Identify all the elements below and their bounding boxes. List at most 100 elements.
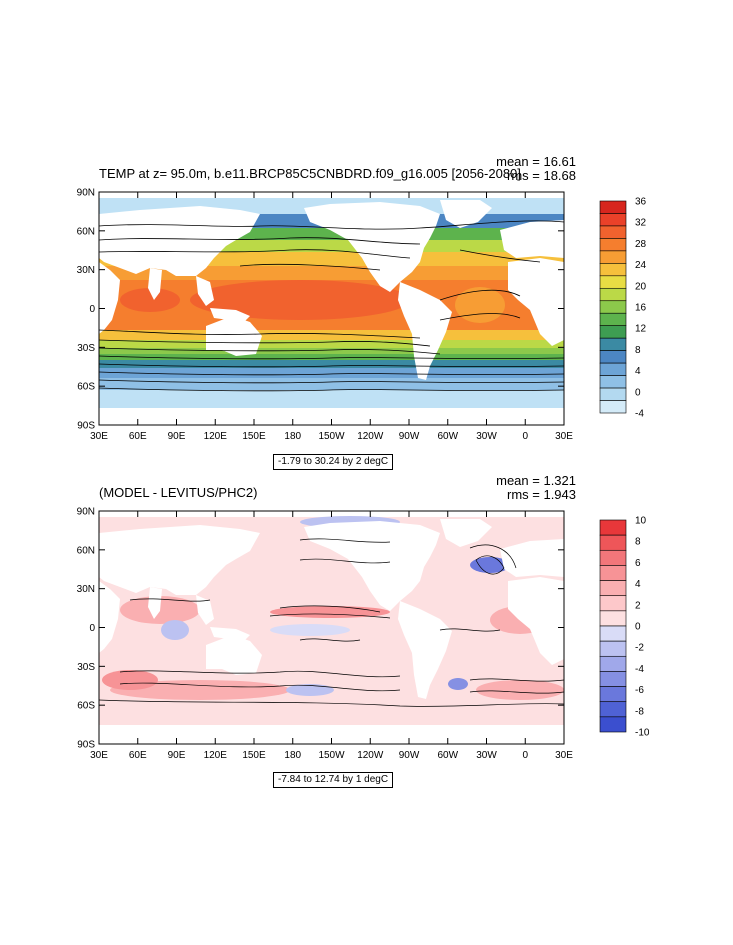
lat-tick-label: 30S	[77, 662, 95, 673]
lon-tick-label: 90W	[399, 431, 420, 442]
lon-tick-label: 30E	[555, 750, 573, 761]
lat-tick-label: 30S	[77, 343, 95, 354]
colorbar-label: 4	[635, 579, 641, 590]
lon-tick-label: 120E	[204, 750, 228, 761]
colorbar-label: 32	[635, 218, 647, 229]
colorbar-label: -2	[635, 643, 644, 654]
lat-tick-label: 60S	[77, 701, 95, 712]
lon-tick-label: 120E	[204, 431, 228, 442]
colorbar-swatch	[599, 610, 627, 627]
colorbar-swatch	[599, 686, 627, 703]
colorbar-swatch	[599, 640, 627, 657]
lon-tick-label: 120W	[357, 750, 384, 761]
colorbar-swatch	[599, 362, 627, 376]
colorbar-swatch	[599, 337, 627, 351]
colorbar-label: -4	[635, 664, 644, 675]
lon-tick-label: 150E	[242, 750, 266, 761]
colorbar-label: 12	[635, 324, 647, 335]
colorbar-label: 10	[635, 516, 647, 527]
lon-tick-label: 60E	[129, 431, 147, 442]
colorbar-swatch	[599, 387, 627, 401]
top-mean: mean = 16.61	[496, 154, 576, 169]
lon-tick-label: 0	[522, 431, 528, 442]
colorbar-label: 8	[635, 345, 641, 356]
colorbar-label: 20	[635, 281, 647, 292]
colorbar-label: 28	[635, 239, 647, 250]
lon-tick-label: 180	[284, 431, 301, 442]
lon-tick-label: 30W	[476, 431, 497, 442]
colorbar-swatch	[599, 400, 627, 414]
top-temperature-map	[99, 192, 564, 425]
colorbar-swatch	[599, 200, 627, 214]
diff-contour-lines	[99, 538, 564, 707]
bottom-map-title: (MODEL - LEVITUS/PHC2)	[99, 485, 258, 500]
lon-tick-label: 30W	[476, 750, 497, 761]
colorbar-swatch	[599, 325, 627, 339]
lon-tick-label: 0	[522, 750, 528, 761]
top-map-ticks: 30E 60E 90E 120E 150E 180 150W 120W 90W 60W 30W 0 30…	[77, 188, 574, 443]
lon-tick-label: 90E	[168, 431, 186, 442]
lon-tick-label: 30E	[90, 431, 108, 442]
lon-tick-label: 60W	[437, 750, 458, 761]
colorbar-label: 6	[635, 558, 641, 569]
colorbar-swatch	[599, 595, 627, 612]
colorbar-swatch	[599, 565, 627, 581]
colorbar-swatch	[599, 375, 627, 389]
colorbar-label: 36	[635, 197, 647, 208]
lon-tick-label: 60W	[437, 431, 458, 442]
bottom-difference-map	[99, 511, 564, 744]
lat-tick-label: 90N	[77, 507, 95, 518]
colorbar-swatch	[599, 701, 627, 718]
lon-tick-label: 180	[284, 750, 301, 761]
colorbar-swatch	[599, 238, 627, 252]
top-contour-note: -1.79 to 30.24 by 2 degC	[273, 454, 394, 470]
top-colorbar: 36 32 28 24 20 16 12 8 4 0 -4	[599, 197, 647, 420]
colorbar-swatch	[599, 263, 627, 277]
lat-tick-label: 60N	[77, 226, 95, 237]
colorbar-label: 8	[635, 537, 641, 548]
lon-tick-label: 150W	[318, 750, 345, 761]
lat-tick-label: 90S	[77, 740, 95, 751]
lat-tick-label: 90S	[77, 421, 95, 432]
colorbar-label: 2	[635, 600, 641, 611]
colorbar-swatch	[599, 671, 627, 687]
colorbar-swatch	[599, 716, 627, 733]
lon-tick-label: 120W	[357, 431, 384, 442]
colorbar-label: 0	[635, 622, 641, 633]
lat-tick-label: 0	[89, 623, 95, 634]
colorbar-swatch	[599, 225, 627, 239]
colorbar-label: -4	[635, 409, 644, 420]
colorbar-swatch	[599, 275, 627, 289]
colorbar-swatch	[599, 213, 627, 227]
top-map-title: TEMP at z= 95.0m, b.e11.BRCP85C5CNBDRD.f…	[99, 166, 521, 181]
colorbar-swatch	[599, 350, 627, 364]
colorbar-swatch	[599, 625, 627, 642]
colorbar-swatch	[599, 580, 627, 597]
colorbar-swatch	[599, 312, 627, 327]
lon-tick-label: 60E	[129, 750, 147, 761]
bottom-mean: mean = 1.321	[496, 473, 576, 488]
lat-tick-label: 30N	[77, 265, 95, 276]
bottom-contour-note: -7.84 to 12.74 by 1 degC	[273, 772, 394, 788]
colorbar-swatch	[599, 300, 627, 314]
colorbar-swatch	[599, 519, 627, 536]
bottom-rms: rms = 1.943	[506, 487, 576, 502]
contour-lines	[99, 220, 564, 392]
top-rms: rms = 18.68	[506, 168, 576, 183]
colorbar-swatch	[599, 250, 627, 264]
lat-tick-label: 0	[89, 304, 95, 315]
lat-tick-label: 30N	[77, 584, 95, 595]
colorbar-label: 24	[635, 260, 647, 271]
lon-tick-label: 150W	[318, 431, 345, 442]
lon-tick-label: 30E	[90, 750, 108, 761]
colorbar-label: -6	[635, 685, 644, 696]
colorbar-label: 0	[635, 387, 641, 398]
lon-tick-label: 150E	[242, 431, 266, 442]
lat-tick-label: 60S	[77, 382, 95, 393]
colorbar-swatch	[599, 534, 627, 551]
colorbar-label: -8	[635, 706, 644, 717]
lon-tick-label: 90E	[168, 750, 186, 761]
bottom-map-ticks: 30E 60E 90E 120E 150E 180 150W 120W 90W 60W 30W 0 30…	[77, 507, 574, 762]
colorbar-label: 4	[635, 366, 641, 377]
